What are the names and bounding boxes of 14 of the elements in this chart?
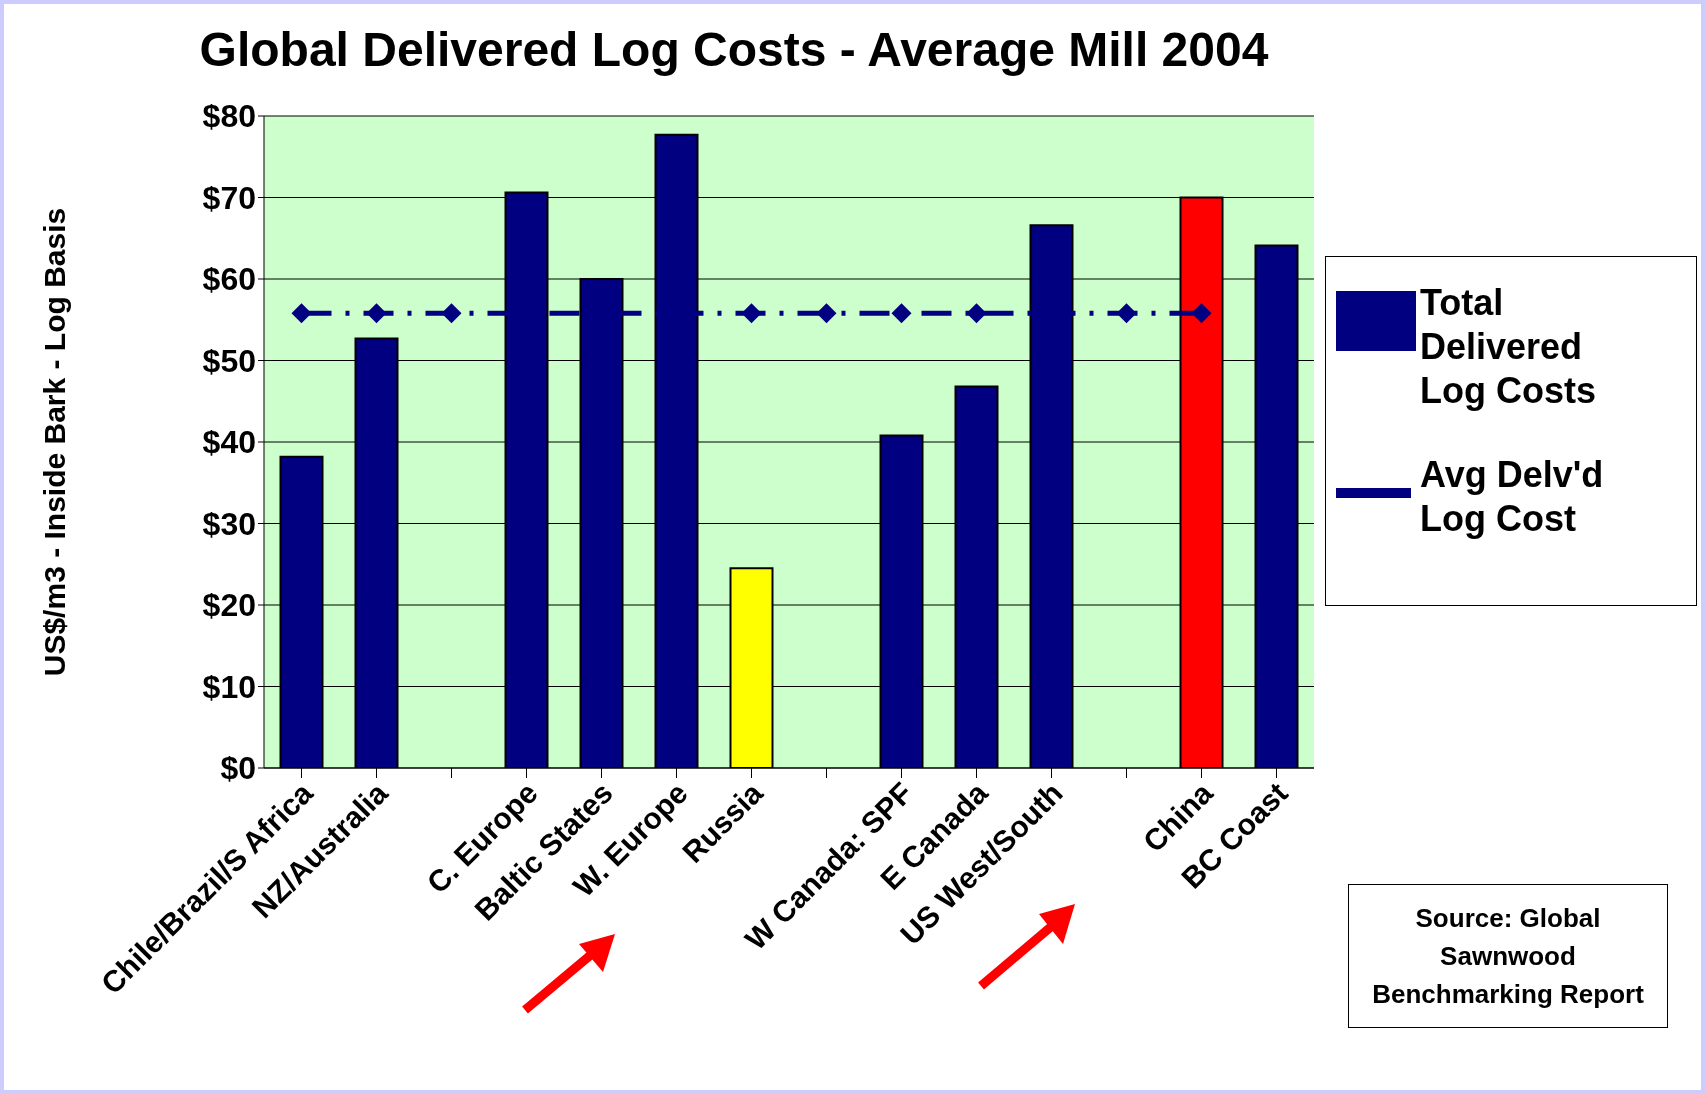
source-note: Source: Global Sawnwood Benchmarking Report: [1348, 884, 1668, 1028]
y-tick-label: $30: [202, 505, 256, 542]
legend-label: Total Delivered Log Costs: [1420, 281, 1597, 413]
y-tick-label: $70: [202, 179, 256, 216]
y-tick-label: $60: [202, 261, 256, 298]
y-axis-title: US$/m3 - Inside Bark - Log Basis: [37, 207, 71, 677]
y-tick-label: $20: [202, 587, 256, 624]
y-tick-label: $10: [202, 668, 256, 705]
chart-title: Global Delivered Log Costs - Average Mill 2004: [198, 22, 1270, 77]
y-tick-label: $40: [202, 424, 256, 461]
legend-label: Avg Delv'd Log Cost: [1420, 453, 1605, 541]
y-tick-label: $0: [220, 750, 256, 787]
y-tick-label: $80: [202, 98, 256, 135]
y-tick-label: $50: [202, 342, 256, 379]
